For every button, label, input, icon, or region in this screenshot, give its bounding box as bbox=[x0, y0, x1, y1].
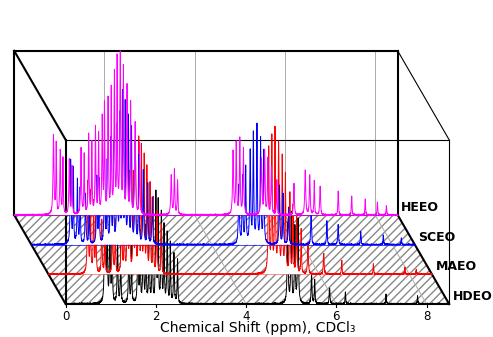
Polygon shape bbox=[14, 215, 449, 304]
Text: 2: 2 bbox=[152, 310, 160, 323]
Text: 6: 6 bbox=[333, 310, 340, 323]
Text: Chemical Shift (ppm), CDCl₃: Chemical Shift (ppm), CDCl₃ bbox=[160, 321, 355, 335]
Text: MAEO: MAEO bbox=[436, 260, 477, 273]
Text: 0: 0 bbox=[62, 310, 70, 323]
Text: HDEO: HDEO bbox=[453, 290, 493, 303]
Text: HEEO: HEEO bbox=[401, 201, 439, 214]
Text: SCEO: SCEO bbox=[419, 231, 456, 244]
Polygon shape bbox=[14, 51, 66, 304]
Text: 4: 4 bbox=[243, 310, 250, 323]
Polygon shape bbox=[14, 51, 398, 215]
Text: 8: 8 bbox=[423, 310, 430, 323]
